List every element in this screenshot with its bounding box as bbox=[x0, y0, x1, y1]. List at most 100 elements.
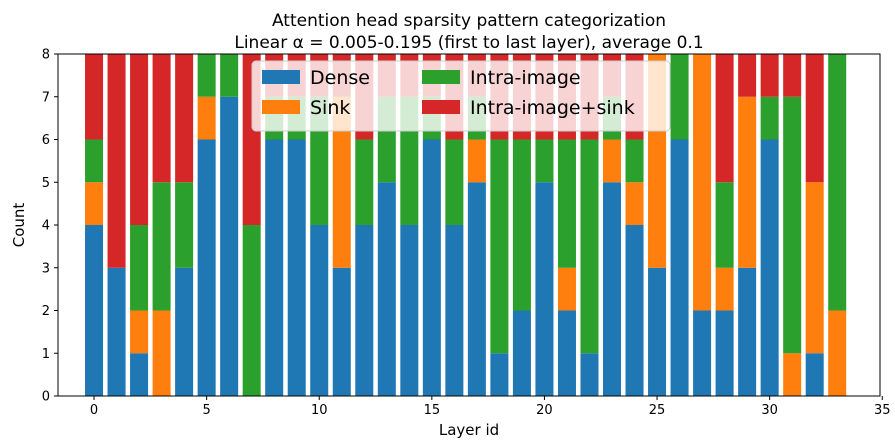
bar-layer-0-intra-image bbox=[85, 139, 104, 183]
legend-swatch-intra-image bbox=[422, 70, 460, 84]
bar-layer-1-intra-image-sink bbox=[107, 54, 126, 268]
bar-layer-18-intra-image bbox=[490, 139, 509, 354]
bar-layer-32-sink bbox=[805, 182, 824, 354]
bar-layer-17-sink bbox=[467, 139, 486, 183]
bar-layer-0-intra-image-sink bbox=[85, 54, 104, 140]
bar-layer-23-sink bbox=[602, 139, 622, 183]
bar-layer-23-dense bbox=[602, 182, 622, 396]
x-tick-label: 15 bbox=[424, 403, 441, 418]
legend-swatch-intra-image-sink bbox=[422, 100, 460, 114]
bar-layer-2-sink bbox=[130, 310, 149, 354]
legend: Dense Sink Intra-image Intra-image+sink bbox=[251, 60, 671, 132]
bar-layer-5-intra-image bbox=[197, 54, 216, 97]
bar-layer-21-intra-image bbox=[557, 139, 576, 268]
bar-layer-11-dense bbox=[332, 267, 351, 396]
bar-layer-3-intra-image bbox=[152, 182, 171, 311]
bar-layer-29-dense bbox=[738, 267, 757, 396]
bar-layer-21-dense bbox=[557, 310, 576, 396]
bar-layer-6-intra-image bbox=[220, 54, 239, 97]
y-tick-label: 8 bbox=[42, 48, 50, 63]
bar-layer-9-dense bbox=[287, 139, 306, 396]
bar-layer-31-intra-image-sink bbox=[783, 54, 802, 97]
bar-layer-29-sink bbox=[738, 96, 757, 268]
bar-layer-27-dense bbox=[693, 310, 712, 396]
bar-layer-29-intra-image-sink bbox=[738, 54, 757, 97]
bar-layer-24-dense bbox=[625, 225, 644, 396]
bar-layer-31-intra-image bbox=[783, 96, 802, 354]
bar-layer-19-intra-image bbox=[512, 139, 531, 311]
x-tick-label: 0 bbox=[90, 403, 98, 418]
bar-layer-28-sink bbox=[715, 267, 734, 311]
legend-swatch-dense bbox=[262, 70, 300, 84]
bar-layer-13-dense bbox=[377, 182, 396, 396]
chart-subtitle: Linear α = 0.005-0.195 (first to last la… bbox=[234, 33, 703, 53]
bar-layer-30-intra-image bbox=[760, 96, 779, 140]
bar-layer-2-dense bbox=[130, 353, 149, 396]
bar-layer-32-intra-image-sink bbox=[805, 54, 824, 183]
bar-layer-21-sink bbox=[557, 267, 576, 311]
x-axis-label: Layer id bbox=[439, 421, 499, 439]
y-tick-label: 3 bbox=[42, 261, 50, 276]
bar-layer-31-sink bbox=[783, 353, 802, 396]
bar-layer-0-sink bbox=[85, 182, 104, 225]
bar-layer-28-intra-image bbox=[715, 182, 734, 268]
bar-layer-2-intra-image-sink bbox=[130, 54, 149, 225]
legend-label-dense: Dense bbox=[310, 67, 370, 89]
bar-layer-22-dense bbox=[580, 353, 599, 396]
bar-layer-4-intra-image bbox=[175, 182, 194, 268]
bar-layer-33-intra-image bbox=[828, 54, 847, 311]
bar-layer-30-dense bbox=[760, 139, 779, 396]
legend-label-intra-image: Intra-image bbox=[470, 67, 581, 89]
x-tick-label: 5 bbox=[202, 403, 210, 418]
bar-layer-32-dense bbox=[805, 353, 824, 396]
bar-layer-0-dense bbox=[85, 225, 104, 396]
bar-layer-27-sink bbox=[693, 54, 712, 311]
bar-layer-33-sink bbox=[828, 310, 847, 396]
bar-layer-11-sink bbox=[332, 96, 351, 268]
bar-layer-28-dense bbox=[715, 310, 734, 396]
bar-layer-26-intra-image bbox=[670, 54, 689, 140]
legend-box bbox=[251, 60, 671, 132]
y-tick-label: 7 bbox=[42, 90, 50, 105]
bar-layer-4-intra-image-sink bbox=[175, 54, 194, 183]
bar-layer-5-sink bbox=[197, 96, 216, 140]
bar-layer-1-dense bbox=[107, 267, 126, 396]
bar-layer-28-intra-image-sink bbox=[715, 54, 734, 183]
legend-label-intra-image-sink: Intra-image+sink bbox=[470, 97, 635, 119]
bar-layer-16-intra-image bbox=[445, 139, 464, 225]
y-tick-label: 6 bbox=[42, 133, 50, 148]
x-ticks: 0 5 10 15 20 25 30 35 bbox=[90, 396, 891, 418]
bar-layer-24-sink bbox=[625, 182, 644, 225]
bar-layer-20-dense bbox=[535, 182, 554, 396]
bar-layer-20-intra-image bbox=[535, 139, 554, 183]
chart-title: Attention head sparsity pattern categori… bbox=[272, 11, 666, 31]
bar-layer-25-dense bbox=[648, 267, 667, 396]
bar-layer-6-dense bbox=[220, 96, 239, 396]
y-tick-label: 4 bbox=[42, 219, 50, 234]
x-tick-label: 35 bbox=[874, 403, 891, 418]
legend-label-sink: Sink bbox=[310, 97, 350, 119]
bar-layer-3-sink bbox=[152, 310, 171, 396]
x-tick-label: 25 bbox=[649, 403, 666, 418]
y-tick-label: 2 bbox=[42, 304, 50, 319]
bar-layer-22-intra-image bbox=[580, 139, 599, 354]
y-ticks: 0 1 2 3 4 5 6 7 8 bbox=[42, 48, 58, 405]
bar-layer-7-intra-image bbox=[242, 225, 261, 396]
x-tick-label: 30 bbox=[761, 403, 778, 418]
bar-layer-3-intra-image-sink bbox=[152, 54, 171, 183]
bar-layer-10-dense bbox=[310, 225, 329, 396]
bar-layer-17-dense bbox=[467, 182, 486, 396]
bar-layer-30-intra-image-sink bbox=[760, 54, 779, 97]
bar-layer-12-intra-image bbox=[355, 139, 374, 225]
bar-layer-2-intra-image bbox=[130, 225, 149, 311]
bar-layer-26-dense bbox=[670, 139, 689, 396]
x-tick-label: 10 bbox=[311, 403, 328, 418]
bar-layer-16-dense bbox=[445, 225, 464, 396]
bar-layer-5-dense bbox=[197, 139, 216, 396]
y-tick-label: 1 bbox=[42, 347, 50, 362]
bar-layer-24-intra-image bbox=[625, 139, 644, 183]
y-axis-label: Count bbox=[10, 203, 28, 248]
y-tick-label: 5 bbox=[42, 176, 50, 191]
bar-layer-15-dense bbox=[422, 139, 441, 396]
